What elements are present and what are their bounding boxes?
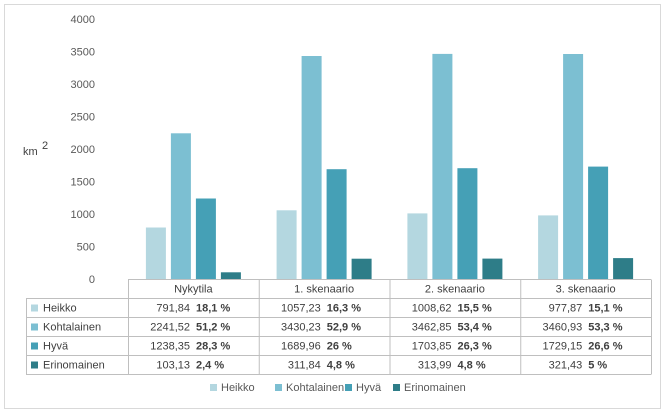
data-label: 321,43 bbox=[549, 360, 583, 372]
percent-label: 26,3 % bbox=[458, 341, 492, 353]
data-label: 3460,93 bbox=[542, 322, 582, 334]
y-axis-label-sup: 2 bbox=[42, 140, 48, 152]
series-name: Erinomainen bbox=[43, 360, 105, 372]
bar-erinomainen bbox=[351, 258, 372, 279]
bar-hyv- bbox=[588, 166, 609, 279]
y-tick-label: 1500 bbox=[71, 177, 95, 189]
bar-kohtalainen bbox=[301, 56, 322, 279]
category-label: 3. skenaario bbox=[556, 284, 616, 296]
category-label: 2. skenaario bbox=[425, 284, 485, 296]
percent-label: 16,3 % bbox=[327, 303, 361, 315]
category-label: 1. skenaario bbox=[294, 284, 354, 296]
bar-hyv- bbox=[326, 169, 347, 279]
legend-label: Kohtalainen bbox=[286, 382, 344, 394]
bar-chart: 0 500 1000 1500 2000 2500 3000 3500 4000 km 2 Nykyt… bbox=[23, 14, 652, 394]
bar-heikko bbox=[145, 227, 166, 279]
data-label: 977,87 bbox=[549, 303, 583, 315]
percent-label: 28,3 % bbox=[196, 341, 230, 353]
y-tick-label: 3500 bbox=[71, 47, 95, 59]
bar-erinomainen bbox=[220, 272, 241, 279]
bar-hyv- bbox=[195, 198, 216, 279]
data-label: 1008,62 bbox=[412, 303, 452, 315]
y-axis-label: km bbox=[23, 146, 38, 158]
series-name: Heikko bbox=[43, 303, 77, 315]
percent-label: 52,9 % bbox=[327, 322, 361, 334]
chart-frame: 0 500 1000 1500 2000 2500 3000 3500 4000 km 2 Nykyt… bbox=[4, 4, 661, 409]
data-label: 791,84 bbox=[156, 303, 190, 315]
legend-key bbox=[210, 384, 217, 391]
y-tick-label: 4000 bbox=[71, 14, 95, 26]
bar-kohtalainen bbox=[563, 54, 584, 279]
data-label: 2241,52 bbox=[150, 322, 190, 334]
data-label: 3430,23 bbox=[281, 322, 321, 334]
bar-heikko bbox=[407, 213, 428, 279]
percent-label: 5 % bbox=[588, 360, 607, 372]
bar-hyv- bbox=[457, 168, 478, 279]
data-label: 1057,23 bbox=[281, 303, 321, 315]
percent-label: 26,6 % bbox=[588, 341, 622, 353]
percent-label: 15,5 % bbox=[458, 303, 492, 315]
series-name: Kohtalainen bbox=[43, 322, 101, 334]
data-label: 1729,15 bbox=[542, 341, 582, 353]
bar-kohtalainen bbox=[170, 133, 191, 279]
data-label: 1689,96 bbox=[281, 341, 321, 353]
category-label: Nykytila bbox=[174, 284, 213, 296]
y-tick-label: 2500 bbox=[71, 112, 95, 124]
percent-label: 53,3 % bbox=[588, 322, 622, 334]
percent-label: 53,4 % bbox=[458, 322, 492, 334]
legend-label: Hyvä bbox=[356, 382, 382, 394]
legend-label: Heikko bbox=[221, 382, 255, 394]
data-label: 3462,85 bbox=[412, 322, 452, 334]
bar-erinomainen bbox=[613, 258, 634, 279]
bar-erinomainen bbox=[482, 258, 503, 279]
percent-label: 18,1 % bbox=[196, 303, 230, 315]
percent-label: 51,2 % bbox=[196, 322, 230, 334]
percent-label: 2,4 % bbox=[196, 360, 224, 372]
data-label: 313,99 bbox=[418, 360, 452, 372]
table-legend-key bbox=[31, 342, 38, 350]
percent-label: 15,1 % bbox=[588, 303, 622, 315]
data-label: 1703,85 bbox=[412, 341, 452, 353]
percent-label: 4,8 % bbox=[458, 360, 486, 372]
legend-key bbox=[393, 384, 400, 391]
series-name: Hyvä bbox=[43, 341, 69, 353]
legend-key bbox=[275, 384, 282, 391]
bar-kohtalainen bbox=[432, 53, 453, 280]
table-legend-key bbox=[31, 304, 38, 312]
data-label: 1238,35 bbox=[150, 341, 190, 353]
table-legend-key bbox=[31, 361, 38, 369]
bar-heikko bbox=[538, 215, 559, 279]
data-label: 311,84 bbox=[288, 360, 321, 372]
y-tick-label: 1000 bbox=[71, 209, 95, 221]
legend-key bbox=[345, 384, 352, 391]
data-label: 103,13 bbox=[156, 360, 190, 372]
y-tick-label: 0 bbox=[89, 274, 95, 286]
percent-label: 4,8 % bbox=[327, 360, 355, 372]
y-tick-label: 3000 bbox=[71, 79, 95, 91]
percent-label: 26 % bbox=[327, 341, 352, 353]
bar-heikko bbox=[276, 210, 297, 279]
table-legend-key bbox=[31, 323, 38, 331]
y-tick-label: 2000 bbox=[71, 144, 95, 156]
y-tick-label: 500 bbox=[77, 242, 95, 254]
legend-label: Erinomainen bbox=[404, 382, 466, 394]
